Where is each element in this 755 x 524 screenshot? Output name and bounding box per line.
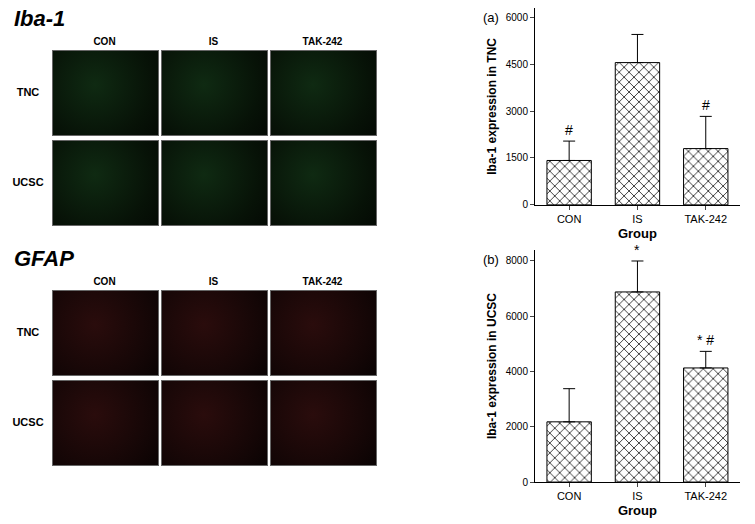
svg-text:(b): (b) (483, 252, 499, 267)
html-text:TNC: TNC (16, 326, 40, 338)
html-text:CON: CON (93, 276, 116, 287)
html-text:Iba-1: Iba-1 (14, 6, 66, 31)
svg-text:* #: * # (697, 332, 714, 348)
svg-text:6000: 6000 (506, 311, 529, 322)
svg-text:0: 0 (522, 199, 528, 210)
svg-text:0: 0 (522, 477, 528, 488)
svg-text:3000: 3000 (506, 106, 529, 117)
svg-text:2000: 2000 (506, 421, 529, 432)
svg-text:6000: 6000 (506, 12, 529, 23)
html-text:TNC: TNC (16, 86, 40, 98)
svg-text:4000: 4000 (506, 366, 529, 377)
svg-text:CON: CON (557, 213, 582, 225)
svg-text:#: # (702, 97, 710, 113)
html-text:IS: IS (208, 276, 219, 287)
svg-text:8000: 8000 (506, 255, 529, 266)
svg-text:TAK-242: TAK-242 (684, 490, 727, 502)
svg-text:Iba-1 expression in UCSC: Iba-1 expression in UCSC (485, 293, 499, 439)
svg-text:4500: 4500 (506, 59, 529, 70)
svg-text:1500: 1500 (506, 152, 529, 163)
html-text:CON: CON (93, 36, 116, 47)
svg-text:CON: CON (557, 490, 582, 502)
svg-text:*: * (634, 242, 640, 258)
html-text:TAK-242: TAK-242 (302, 276, 343, 287)
svg-text:Group: Group (618, 503, 657, 518)
html-text:GFAP: GFAP (14, 246, 74, 271)
html-text:IS: IS (208, 36, 219, 47)
svg-text:(a): (a) (483, 10, 499, 25)
html-text:UCSC: UCSC (12, 176, 44, 188)
svg-text:#: # (565, 122, 573, 138)
svg-text:TAK-242: TAK-242 (684, 213, 727, 225)
svg-text:Group: Group (618, 226, 657, 241)
svg-text:Iba-1 expression in TNC: Iba-1 expression in TNC (485, 38, 499, 175)
svg-text:IS: IS (632, 490, 642, 502)
html-text:UCSC: UCSC (12, 416, 44, 428)
html-text:TAK-242: TAK-242 (302, 36, 343, 47)
svg-text:IS: IS (632, 213, 642, 225)
